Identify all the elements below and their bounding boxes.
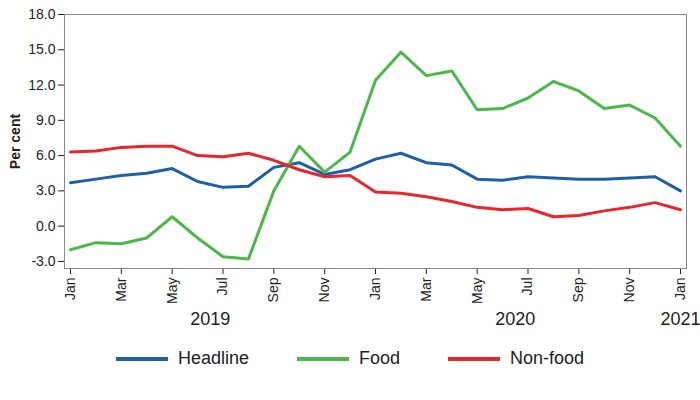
svg-text:Sep: Sep <box>265 277 281 302</box>
svg-text:3.0: 3.0 <box>36 182 56 198</box>
svg-text:Jan: Jan <box>62 278 78 301</box>
svg-text:0.0: 0.0 <box>36 218 56 234</box>
svg-text:Jan: Jan <box>367 278 383 301</box>
svg-text:-3.0: -3.0 <box>31 253 55 269</box>
svg-text:Mar: Mar <box>418 277 434 301</box>
svg-text:May: May <box>164 278 180 304</box>
html-text:Non-food: Non-food <box>510 348 585 368</box>
svg-text:Per cent: Per cent <box>7 114 23 170</box>
svg-text:12.0: 12.0 <box>28 77 55 93</box>
svg-text:2021: 2021 <box>660 309 700 329</box>
svg-text:Nov: Nov <box>621 278 637 303</box>
svg-text:Mar: Mar <box>113 277 129 301</box>
svg-text:6.0: 6.0 <box>36 147 56 163</box>
svg-text:9.0: 9.0 <box>36 112 56 128</box>
html-text:Food: Food <box>359 348 400 368</box>
svg-text:2020: 2020 <box>495 309 535 329</box>
svg-text:Jan: Jan <box>672 278 688 301</box>
svg-text:May: May <box>469 278 485 304</box>
html-text:Headline: Headline <box>177 348 249 368</box>
svg-text:18.0: 18.0 <box>28 6 55 22</box>
svg-text:Jul: Jul <box>214 278 230 296</box>
svg-text:Nov: Nov <box>316 278 332 303</box>
svg-text:15.0: 15.0 <box>28 41 55 57</box>
svg-text:Sep: Sep <box>570 277 586 302</box>
svg-text:Jul: Jul <box>519 278 535 296</box>
svg-text:2019: 2019 <box>190 309 230 329</box>
